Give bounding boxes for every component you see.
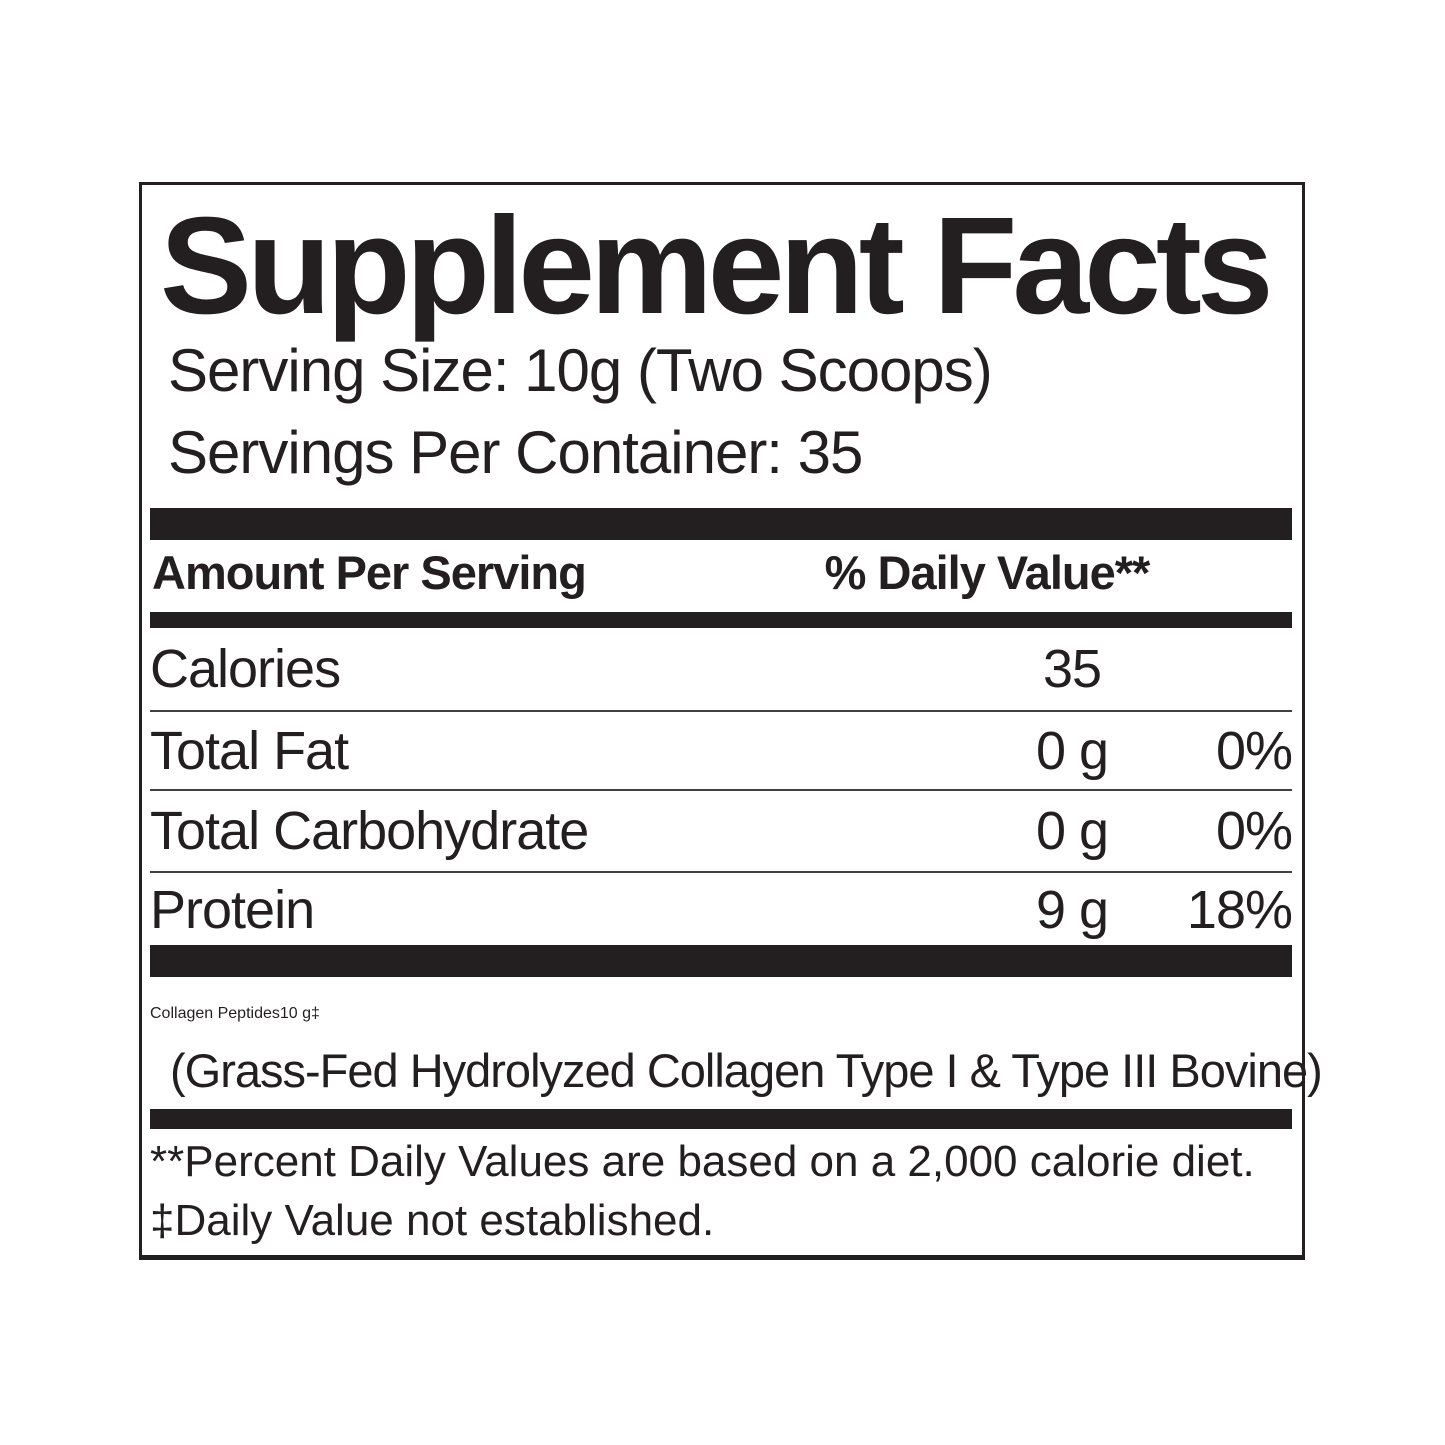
nutrient-amount: 10 g [279,1005,312,1022]
divider-bar-thick-middle [150,945,1292,977]
nutrient-amount: 9 g [1035,880,1109,940]
nutrient-name: Calories [150,638,341,699]
nutrient-name: Collagen Peptides [150,1005,280,1022]
nutrient-dv-dagger: ‡ [311,1005,320,1022]
nutrient-amount: 35 [1042,638,1102,699]
table-row-total-carbohydrate: Total Carbohydrate 0 g 0% [150,791,1293,873]
table-row-total-fat: Total Fat 0 g 0% [150,712,1293,791]
nutrient-amount: 0 g [1035,720,1109,781]
column-header-row: Amount Per Serving % Daily Value** [150,543,1292,599]
servings-per-container-text: Servings Per Container: 35 [168,419,863,486]
divider-bar-thick-top [150,508,1292,540]
nutrient-name: Total Fat [150,720,349,781]
serving-size-text: Serving Size: 10g (Two Scoops) [168,337,993,404]
divider-bar-thick-bottom [150,1109,1292,1129]
nutrient-amount: 0 g [1035,801,1109,861]
nutrient-name: Protein [150,880,315,940]
nutrient-dv: 0% [1215,801,1293,861]
nutrient-table: Calories 35 Total Fat 0 g 0% Total Carbo… [150,627,1293,947]
collagen-source-detail: (Grass-Fed Hydrolyzed Collagen Type I & … [170,1044,1323,1097]
footnote-dagger: ‡Daily Value not established. [150,1195,715,1245]
footnotes: **Percent Daily Values are based on a 2,… [150,1133,1284,1250]
table-row-collagen-peptides: Collagen Peptides 10 g ‡ [150,978,1292,1050]
table-row-protein: Protein 9 g 18% [150,873,1293,947]
footnote-daily-values: **Percent Daily Values are based on a 2,… [150,1137,1255,1186]
table-row-calories: Calories 35 [150,627,1292,712]
panel-title: Supplement Facts [160,189,1274,343]
supplement-facts-panel: Supplement Facts Serving Size: 10g (Two … [139,182,1323,1260]
nutrient-name: Total Carbohydrate [150,801,589,861]
divider-bar-medium [150,612,1292,628]
amount-per-serving-header: Amount Per Serving [152,546,587,599]
nutrient-dv: 0% [1215,720,1293,781]
daily-value-header: % Daily Value** [824,546,1151,599]
nutrient-dv: 18% [1186,880,1293,940]
